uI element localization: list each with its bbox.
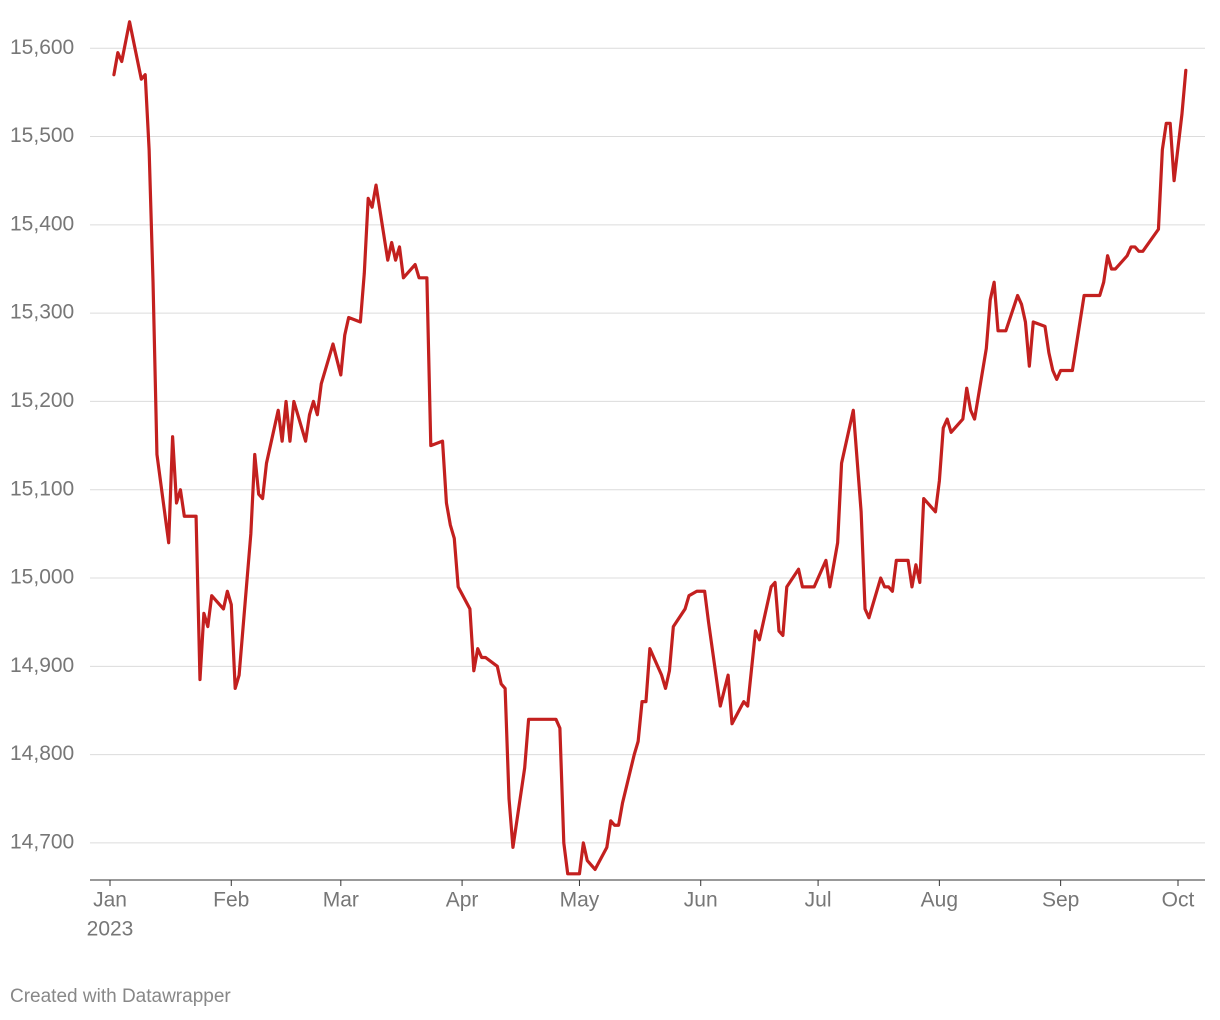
y-tick-label: 15,000 (10, 566, 74, 589)
y-tick-label: 15,500 (10, 124, 74, 147)
x-tick-label: May (560, 889, 600, 912)
line-series (112, 20, 1188, 876)
y-tick-label: 15,600 (10, 36, 74, 59)
x-tick-label: Oct (1162, 889, 1195, 912)
x-tick-label: Apr (446, 889, 479, 912)
y-tick-label: 15,100 (10, 477, 74, 500)
x-tick-label: Jul (805, 889, 832, 912)
x-tick-label: Feb (213, 889, 249, 912)
credit: Created with Datawrapper (10, 986, 231, 1007)
x-tick-label: Aug (921, 889, 958, 912)
y-tick-label: 15,400 (10, 212, 74, 235)
y-tick-label: 14,800 (10, 742, 74, 765)
y-tick-label: 14,900 (10, 654, 74, 677)
x-tick-label: Sep (1042, 889, 1079, 912)
x-tick-label: Jun (684, 889, 718, 912)
y-tick-label: 14,700 (10, 830, 74, 853)
x-year-label: 2023 (87, 918, 134, 941)
x-tick-label: Jan (93, 889, 127, 912)
x-tick-label: Mar (323, 889, 359, 912)
y-tick-label: 15,200 (10, 389, 74, 412)
y-tick-label: 15,300 (10, 301, 74, 324)
